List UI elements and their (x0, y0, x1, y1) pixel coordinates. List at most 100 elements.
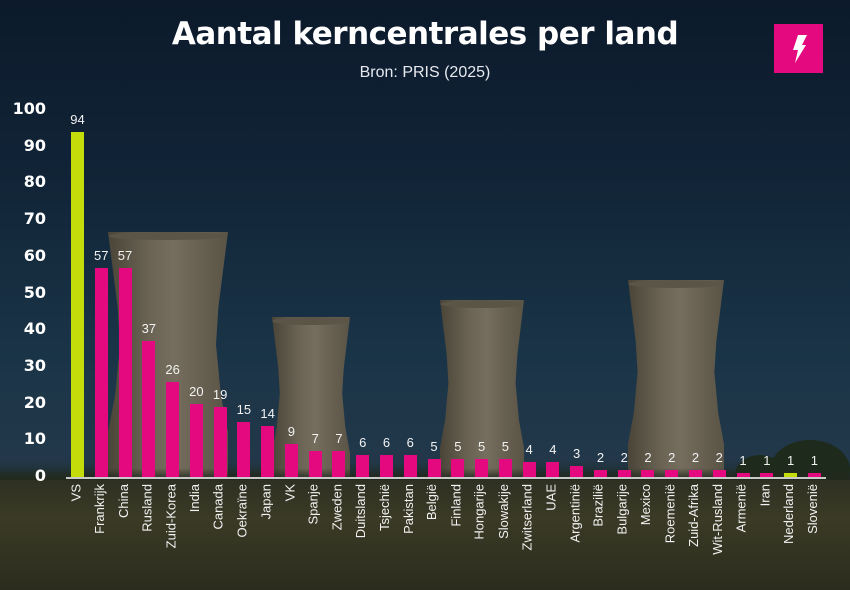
bar-belgië (427, 458, 441, 477)
data-label: 6 (382, 434, 391, 450)
x-tick-label: Zuid-Korea (162, 484, 182, 584)
x-tick-label: Frankrijk (91, 484, 111, 584)
x-tick-label: Brazilië (590, 484, 610, 584)
category-label: Bulgarije (614, 484, 630, 535)
x-tick-label: Hongarije (471, 484, 491, 584)
data-label: 4 (549, 442, 557, 458)
bar-wit-rusland (712, 469, 726, 477)
bar-zwitserland (522, 462, 536, 477)
data-label: 6 (406, 434, 414, 450)
y-tick-label: 40 (23, 319, 46, 339)
data-label: 9 (287, 423, 296, 439)
bar-india (189, 403, 203, 477)
y-tick-label: 0 (34, 466, 46, 485)
category-label: China (115, 484, 131, 518)
x-tick-label: Rusland (138, 484, 158, 584)
category-label: Zuid-Afrika (686, 484, 702, 547)
y-tick-label: 30 (23, 355, 46, 375)
data-label: 20 (189, 383, 204, 399)
x-tick-label: UAE (542, 484, 562, 584)
bar-slowakije (498, 458, 512, 477)
category-label: Canada (210, 484, 226, 530)
data-label: 14 (260, 405, 275, 421)
data-label: 5 (501, 438, 509, 454)
x-tick-label: Pakistan (400, 484, 420, 584)
data-label: 5 (430, 438, 438, 454)
x-axis-line (66, 477, 826, 479)
data-label: 2 (596, 449, 605, 465)
cooling-tower-3 (440, 300, 524, 485)
x-tick-label: Finland (447, 484, 467, 584)
y-tick-label: 70 (23, 209, 46, 229)
category-label: Pakistan (400, 484, 416, 534)
data-label: 2 (715, 449, 723, 465)
x-tick-label: Iran (756, 484, 776, 584)
category-label: Iran (757, 484, 773, 507)
x-tick-label: Mexico (637, 484, 657, 584)
bar-bulgarije (617, 469, 631, 477)
x-tick-label: Zwitserland (519, 484, 539, 584)
data-label: 1 (786, 453, 795, 469)
data-label: 3 (573, 445, 581, 461)
category-label: Roemenië (662, 484, 678, 544)
bar-vs (71, 132, 84, 477)
data-label: 2 (691, 449, 700, 465)
x-tick-label: Canada (210, 484, 230, 584)
category-label: Brazilië (590, 484, 606, 527)
bar-uae (546, 462, 560, 477)
data-label: 7 (311, 431, 319, 447)
y-tick-label: 20 (23, 392, 46, 412)
data-label: 6 (359, 434, 367, 450)
x-tick-label: Zweden (328, 484, 348, 584)
bar-frankrijk (94, 267, 108, 477)
data-label: 5 (454, 438, 462, 454)
logo (774, 24, 823, 73)
bar-finland (451, 458, 465, 477)
grass-field (0, 480, 850, 590)
category-label: Finland (448, 484, 464, 527)
bar-roemenië (665, 469, 679, 477)
data-label: 5 (477, 438, 486, 454)
category-label: Oekraïne (234, 484, 250, 538)
x-tick-label: Oekraïne (233, 484, 253, 584)
category-label: VK (281, 484, 297, 502)
category-label: Nederland (781, 484, 797, 544)
y-tick-label: 90 (23, 135, 46, 155)
x-tick-label: VK (281, 484, 301, 584)
cooling-tower-4 (628, 280, 724, 485)
category-label: Spanje (305, 484, 321, 525)
data-label: 15 (236, 401, 252, 417)
x-tick-label: Spanje (305, 484, 325, 584)
category-label: Armenië (733, 484, 749, 533)
category-label: Argentinië (567, 484, 583, 543)
x-tick-label: Slowakije (495, 484, 515, 584)
bar-vk (284, 443, 298, 477)
y-tick-label: 80 (23, 172, 46, 192)
x-tick-label: China (115, 484, 135, 584)
bar-mexico (641, 469, 655, 477)
bar-brazilië (593, 469, 607, 477)
data-label: 2 (644, 449, 652, 465)
category-label: Zwitserland (519, 484, 535, 551)
category-label: Mexico (638, 484, 654, 526)
x-tick-label: India (186, 484, 206, 584)
bar-duitsland (356, 454, 370, 477)
category-label: Rusland (139, 484, 155, 532)
x-tick-label: VS (67, 484, 87, 584)
category-label: Wit-Rusland (709, 484, 725, 555)
x-tick-label: Argentinië (566, 484, 586, 584)
data-label: 4 (525, 442, 533, 458)
bar-nederland (784, 473, 798, 477)
chart-title: Aantal kerncentrales per land (171, 16, 679, 52)
data-label: 19 (212, 387, 228, 403)
bar-pakistan (403, 454, 417, 477)
bar-oekraïne (237, 421, 251, 477)
category-label: Tsjechië (377, 484, 392, 531)
bar-japan (261, 425, 275, 477)
data-label: 1 (810, 453, 818, 469)
category-label: Slovenië (804, 484, 820, 534)
bar-iran (760, 473, 774, 477)
bar-rusland (142, 341, 156, 477)
x-tick-label: Japan (257, 484, 277, 584)
x-tick-label: Duitsland (352, 484, 372, 584)
